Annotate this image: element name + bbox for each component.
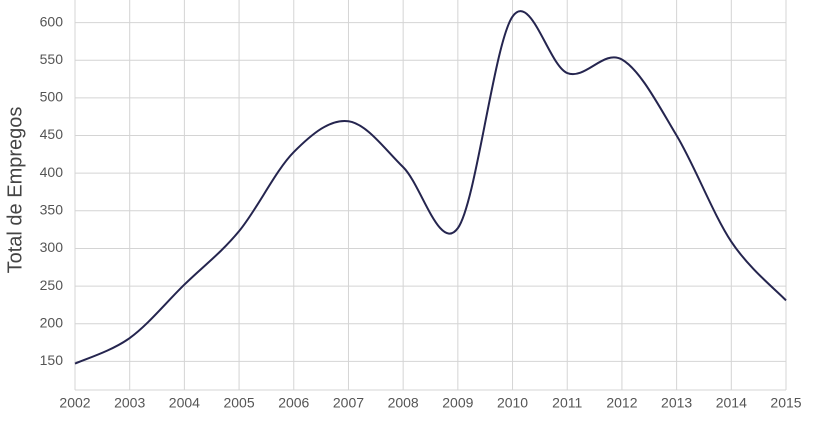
x-tick-label: 2011 — [552, 395, 582, 411]
x-tick-label: 2015 — [770, 395, 801, 411]
y-tick-label: 600 — [40, 13, 64, 29]
x-tick-label: 2007 — [333, 395, 364, 411]
y-axis-label: Total de Empregos — [4, 107, 26, 274]
y-tick-label: 450 — [40, 126, 64, 142]
x-tick-label: 2004 — [169, 395, 200, 411]
x-tick-label: 2006 — [278, 395, 309, 411]
y-tick-label: 250 — [40, 277, 64, 293]
x-tick-label: 2012 — [606, 395, 637, 411]
y-tick-label: 400 — [40, 164, 64, 180]
x-tick-label: 2009 — [442, 395, 473, 411]
x-tick-label: 2003 — [114, 395, 145, 411]
y-tick-label: 200 — [40, 314, 64, 330]
y-tick-label: 150 — [40, 352, 64, 368]
x-tick-label: 2008 — [388, 395, 419, 411]
x-tick-label: 2010 — [497, 395, 528, 411]
x-tick-label: 2002 — [59, 395, 90, 411]
y-tick-label: 350 — [40, 202, 64, 218]
y-tick-label: 550 — [40, 51, 64, 67]
x-tick-label: 2013 — [661, 395, 692, 411]
x-tick-label: 2014 — [716, 395, 747, 411]
y-tick-label: 300 — [40, 239, 64, 255]
y-tick-label: 500 — [40, 89, 64, 105]
x-tick-label: 2005 — [223, 395, 254, 411]
line — [74, 10, 787, 365]
